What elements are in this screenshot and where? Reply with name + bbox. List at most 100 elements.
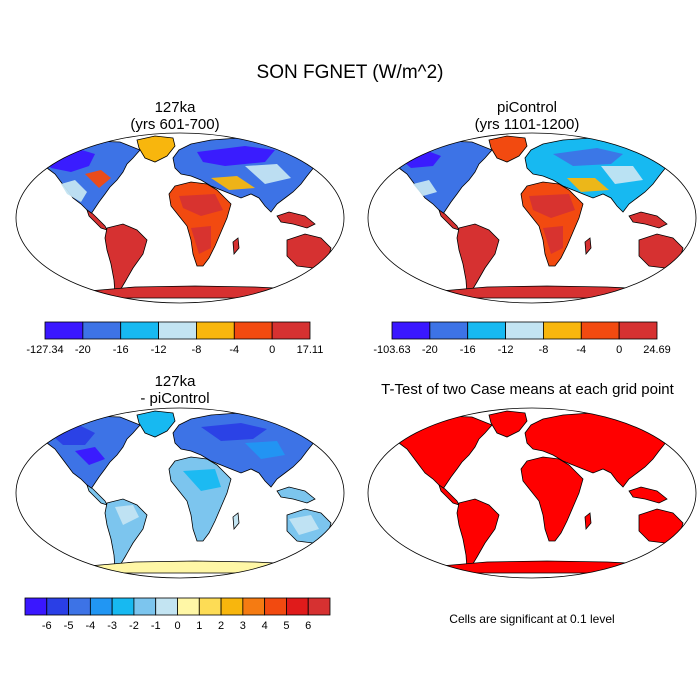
colorbar-tick-label: -12 [151,344,167,356]
colorbar-picontrol: -103.63 -20 -16 -12 -8 -4 0 24.69 [373,321,671,356]
panel-4-title: T-Test of two Case means at each grid po… [355,381,700,398]
colorbar-cell [307,597,331,616]
land-centralAmerica [86,484,108,506]
colorbar-tick-label: 6 [305,620,311,632]
colorbar-tick-label: 5 [283,620,289,632]
region-patch-4 [183,469,221,491]
land-southAmerica [456,223,500,295]
colorbar-tick-label: 4 [262,620,268,632]
map-panel-ttest [367,407,697,579]
land-eurasia [524,412,678,488]
land-africa [520,456,584,542]
colorbar-cell [286,597,309,616]
colorbar-cell [89,597,113,616]
colorbar-cell [467,321,506,340]
land-seasia [276,211,316,229]
region-patch-1 [61,180,87,202]
land-greenland [136,410,176,438]
colorbar-tick-label: -8 [539,344,549,356]
land-antarctica [38,560,322,574]
region-patch-5 [529,194,575,218]
region-patch-6 [179,194,223,216]
panel-2-title: piControl (yrs 1101-1200) [372,99,682,133]
colorbar-cell [220,597,244,616]
land-northAmerica [386,140,493,215]
panel-2-title-line2: (yrs 1101-1200) [474,116,580,133]
land-southAmerica [456,498,500,570]
figure-title: SON FGNET (W/m^2) [256,62,444,83]
land-newzealand [688,534,696,551]
colorbar-cell [264,597,287,616]
panel-1-title: 127ka (yrs 601-700) [20,99,330,133]
significance-note: Cells are significant at 0.1 level [449,612,615,626]
land-newzealand [336,259,344,276]
colorbar-cell [391,321,431,340]
colorbar-cell [111,597,135,616]
land-africa [168,456,232,542]
region-patch-7 [191,226,211,254]
land-layer [386,135,696,299]
colorbar-tick-label: 17.11 [297,344,324,356]
panel-3-title: 127ka - piControl [20,373,330,407]
land-madagascar [584,512,592,531]
land-northAmerica [386,415,493,490]
land-greenland [136,135,176,163]
colorbar-tick-label: 0 [616,344,622,356]
colorbar-tick-label: -103.63 [373,344,410,356]
land-antarctica [38,285,322,299]
map-panel-127ka [15,132,345,304]
land-layer [386,410,696,574]
panel-4-title-line1: T-Test of two Case means at each grid po… [381,381,674,398]
region-patch-2 [553,148,623,166]
land-centralAmerica [438,209,460,231]
colorbar-cell [198,597,222,616]
land-seasia [628,486,668,504]
land-madagascar [232,237,240,256]
region-patch-1 [413,180,437,196]
land-greenland [488,135,528,163]
land-antarctica [390,560,674,574]
colorbar-tick-label: -3 [107,620,117,632]
colorbar-cell [580,321,620,340]
map-panel-picontrol [367,132,697,304]
colorbar-tick-label: -20 [422,344,438,356]
map-border [15,132,345,304]
colorbar-cell [44,321,84,340]
region-patch-5 [115,505,139,525]
colorbar-tick-label: 0 [269,344,275,356]
land-centralAmerica [86,209,108,231]
land-southAmerica [104,223,148,295]
land-layer [34,410,344,574]
map-border [15,407,345,579]
colorbar-tick-label: 2 [218,620,224,632]
colorbar-tick-label: -12 [498,344,514,356]
map-panel-difference [15,407,345,579]
land-newzealand [688,259,696,276]
colorbar-tick-label: -20 [75,344,91,356]
region-patch-4 [245,164,291,184]
colorbar-cell [24,597,48,616]
panel-2-title-line1: piControl [496,99,558,116]
region-patch-3 [197,146,275,166]
land-australia [286,233,332,269]
land-newzealand [336,534,344,551]
map-border [367,132,697,304]
colorbar-tick-label: -5 [64,620,74,632]
colorbar-tick-label: 0 [174,620,180,632]
region-patch-3 [245,441,285,459]
panel-1-title-line1: 127ka [154,99,196,116]
colorbar-tick-label: 24.69 [643,344,671,356]
colorbar-tick-label: -16 [460,344,476,356]
region-patch-6 [543,226,563,254]
colorbar-cell [618,321,658,340]
colorbar-tick-label: -8 [192,344,202,356]
colorbar-tick-label: -6 [42,620,52,632]
map-border [367,407,697,579]
colorbar-tick-label: -16 [113,344,129,356]
region-patch-6 [289,515,319,535]
colorbar-cell [233,321,273,340]
region-patch-3 [601,166,643,184]
colorbar-cell [196,321,235,340]
colorbar-tick-label: 1 [196,620,202,632]
colorbar-cell [177,597,200,616]
